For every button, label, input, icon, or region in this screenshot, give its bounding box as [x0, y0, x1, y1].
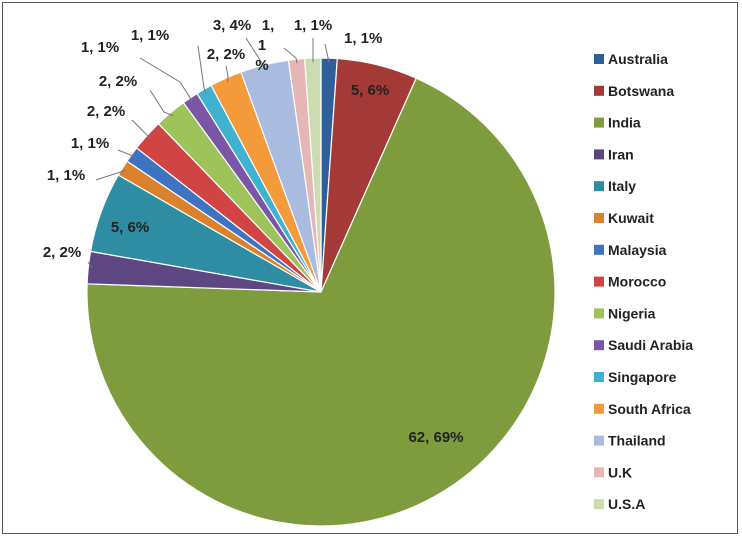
legend-item-south-africa: South Africa: [594, 401, 691, 417]
legend-swatch-nigeria: [594, 308, 604, 319]
leader-line-kuwait: [95, 169, 127, 181]
data-label-u-k: 1: [258, 37, 266, 54]
legend-swatch-thailand: [594, 435, 604, 446]
legend-item-u-s-a: U.S.A: [594, 496, 645, 512]
data-label-australia: 1, 1%: [344, 30, 382, 47]
pie-slice-india: [86, 77, 556, 527]
legend-swatch-italy: [594, 181, 604, 192]
legend-item-india: India: [594, 115, 641, 131]
legend-item-saudi-arabia: Saudi Arabia: [594, 337, 693, 353]
data-label-singapore: 1, 1%: [131, 27, 169, 44]
leader-line-morocco: [131, 119, 151, 139]
legend-label-u-s-a: U.S.A: [608, 496, 645, 512]
legend-swatch-morocco: [594, 276, 604, 287]
data-label-botswana: 5, 6%: [351, 82, 389, 99]
leader-line-singapore: [197, 45, 207, 94]
data-label-u-k: %: [255, 57, 268, 74]
legend-label-kuwait: Kuwait: [608, 210, 654, 226]
legend-label-malaysia: Malaysia: [608, 242, 667, 258]
legend-item-iran: Iran: [594, 146, 634, 162]
leader-line-thailand: [245, 37, 266, 70]
legend-label-nigeria: Nigeria: [608, 305, 656, 321]
legend-label-india: India: [608, 115, 641, 131]
legend-swatch-saudi-arabia: [594, 340, 604, 351]
legend-label-morocco: Morocco: [608, 274, 666, 290]
legend-swatch-kuwait: [594, 213, 604, 223]
legend-swatch-botswana: [594, 85, 604, 96]
legend-item-malaysia: Malaysia: [594, 242, 667, 258]
data-label-italy: 5, 6%: [111, 219, 149, 236]
legend-item-morocco: Morocco: [594, 274, 666, 290]
legend-item-thailand: Thailand: [594, 433, 666, 449]
legend-swatch-india: [594, 117, 604, 128]
data-label-morocco: 2, 2%: [87, 103, 125, 120]
leader-line-iran: [87, 261, 93, 269]
legend-label-saudi-arabia: Saudi Arabia: [608, 337, 693, 353]
legend-swatch-singapore: [594, 372, 604, 382]
leader-line-saudi-arabia: [139, 57, 193, 102]
data-label-saudi-arabia: 1, 1%: [81, 39, 119, 56]
legend-swatch-malaysia: [594, 244, 604, 255]
leader-line-u-k: [283, 47, 298, 64]
leader-line-malaysia: [117, 149, 136, 158]
legend-label-italy: Italy: [608, 178, 636, 194]
leader-line-nigeria: [149, 89, 174, 117]
data-label-u-s-a: 1, 1%: [294, 17, 332, 34]
legend-swatch-u-k: [594, 467, 604, 478]
legend-label-thailand: Thailand: [608, 433, 666, 449]
legend-item-kuwait: Kuwait: [594, 210, 654, 226]
legend-label-south-africa: South Africa: [608, 401, 691, 417]
legend-item-australia: Australia: [594, 51, 668, 67]
legend: Australia Botswana India Iran Italy Kuwait Mal…: [594, 51, 693, 512]
legend-swatch-iran: [594, 149, 604, 160]
legend-label-u-k: U.K: [608, 464, 632, 480]
legend-item-botswana: Botswana: [594, 83, 674, 99]
legend-swatch-south-africa: [594, 403, 604, 414]
data-label-india: 62, 69%: [408, 429, 463, 446]
legend-label-australia: Australia: [608, 51, 668, 67]
legend-swatch-u-s-a: [594, 499, 604, 510]
data-label-u-k: 1,: [262, 17, 275, 34]
data-label-iran: 2, 2%: [43, 244, 81, 261]
legend-item-italy: Italy: [594, 178, 636, 194]
data-labels: 1, 1% 5, 6% 62, 69% 2, 2% 5, 6% 1, 1% 1, 1% 2, …: [43, 17, 464, 446]
data-label-south-africa: 2, 2%: [207, 46, 245, 63]
data-label-malaysia: 1, 1%: [71, 135, 109, 152]
legend-item-u-k: U.K: [594, 464, 632, 480]
leader-line-south-africa: [225, 65, 229, 82]
legend-label-botswana: Botswana: [608, 83, 674, 99]
leader-lines: [87, 37, 330, 269]
legend-label-iran: Iran: [608, 146, 634, 162]
legend-swatch-australia: [594, 54, 604, 64]
legend-item-singapore: Singapore: [594, 369, 677, 385]
legend-label-singapore: Singapore: [608, 369, 677, 385]
data-label-nigeria: 2, 2%: [99, 73, 137, 90]
data-label-thailand: 3, 4%: [213, 17, 251, 34]
legend-item-nigeria: Nigeria: [594, 305, 656, 321]
pie-slices: [86, 57, 556, 527]
leader-line-australia: [324, 43, 330, 63]
data-label-kuwait: 1, 1%: [47, 167, 85, 184]
